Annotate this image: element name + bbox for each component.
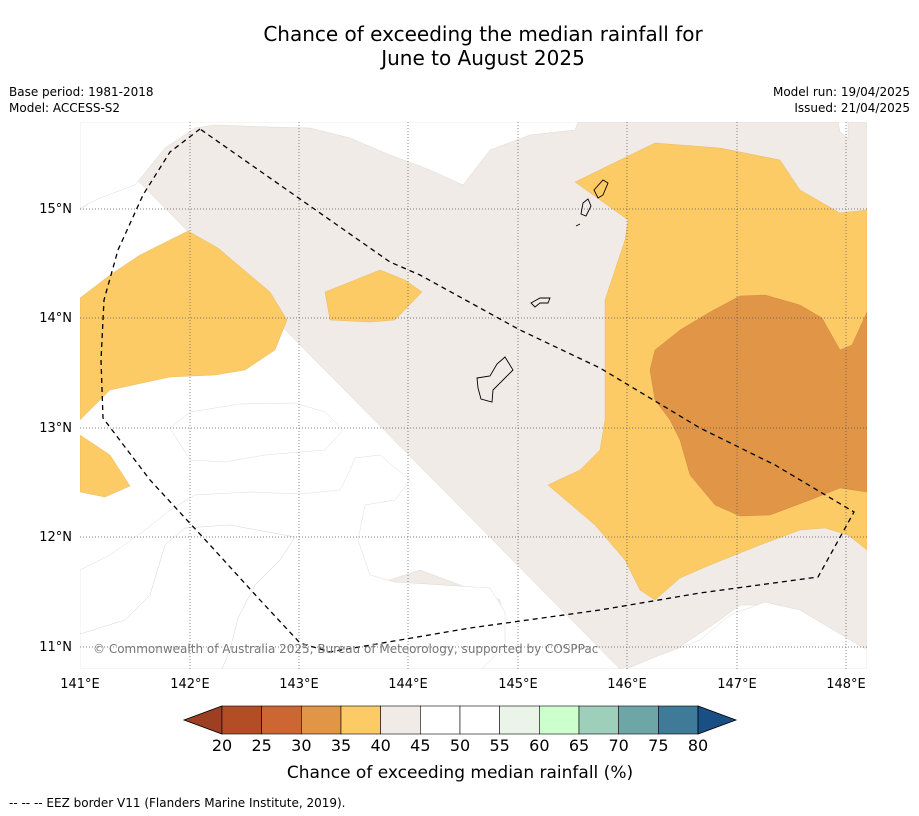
rainfall-map: © Commonwealth of Australia 2025, Bureau… xyxy=(39,122,867,783)
meta-right: Model run: 19/04/2025 Issued: 21/04/2025 xyxy=(773,84,910,116)
colorbar-under-arrow xyxy=(182,705,223,735)
graticule xyxy=(80,122,867,669)
lon-labels: 141°E 142°E 143°E 144°E 145°E 146°E 147°… xyxy=(60,677,866,692)
model-text: Model: ACCESS-S2 xyxy=(9,101,121,115)
lon-label: 142°E xyxy=(170,677,210,692)
band-45-55-bottomright xyxy=(625,601,867,669)
eez-footnote: -- -- -- EEZ border V11 (Flanders Marine… xyxy=(9,796,346,810)
colorbar-tick-label: 30 xyxy=(291,736,311,755)
band-45-55-topright xyxy=(837,122,849,139)
title-line-2: June to August 2025 xyxy=(381,46,585,70)
colorbar-tick-label: 60 xyxy=(529,736,549,755)
colorbar: 20 25 30 35 40 45 50 55 60 65 70 75 80 xyxy=(182,705,738,755)
lat-labels: 15°N 14°N 13°N 12°N 11°N xyxy=(39,202,72,655)
colorbar-swatch xyxy=(499,705,540,735)
eez-border xyxy=(100,128,855,653)
colorbar-swatch xyxy=(261,705,302,735)
colorbar-swatch xyxy=(539,705,580,735)
lon-label: 141°E xyxy=(60,677,100,692)
colorbar-tick-label: 75 xyxy=(648,736,668,755)
lat-label: 13°N xyxy=(39,421,72,436)
lon-label: 146°E xyxy=(607,677,647,692)
lat-label: 12°N xyxy=(39,530,72,545)
band-35-40-west xyxy=(80,230,288,421)
island-aguijan xyxy=(575,223,581,227)
colorbar-tick-label: 70 xyxy=(608,736,628,755)
band-40-45-top-ridge xyxy=(80,122,579,209)
colorbar-label: Chance of exceeding median rainfall (%) xyxy=(287,763,633,783)
chart-title: Chance of exceeding the median rainfall … xyxy=(0,22,919,70)
colorbar-tick-label: 50 xyxy=(450,736,470,755)
band-35-40-center xyxy=(324,269,423,323)
lon-label: 147°E xyxy=(717,677,757,692)
islands xyxy=(476,179,609,403)
lon-label: 144°E xyxy=(388,677,428,692)
lon-label: 148°E xyxy=(826,677,866,692)
colorbar-over-arrow xyxy=(697,705,738,735)
lat-label: 14°N xyxy=(39,311,72,326)
colorbar-swatch xyxy=(380,705,421,735)
colorbar-swatch xyxy=(459,705,500,735)
colorbar-tick-label: 40 xyxy=(370,736,390,755)
colorbar-swatch xyxy=(301,705,342,735)
band-35-40-southwest xyxy=(80,434,131,498)
band-45-55-mid xyxy=(169,402,344,463)
map-area: © Commonwealth of Australia 2025, Bureau… xyxy=(80,122,867,669)
island-saipan xyxy=(593,179,609,199)
colorbar-tick-label: 55 xyxy=(489,736,509,755)
meta-left: Base period: 1981-2018 Model: ACCESS-S2 xyxy=(9,84,154,116)
island-rota xyxy=(530,297,551,308)
colorbar-swatch xyxy=(618,705,659,735)
colorbar-swatch xyxy=(578,705,619,735)
colorbar-swatch xyxy=(658,705,699,735)
title-line-1: Chance of exceeding the median rainfall … xyxy=(263,22,703,46)
band-45-55-south xyxy=(80,454,506,669)
colorbar-tick-label: 20 xyxy=(212,736,232,755)
colorbar-tick-label: 25 xyxy=(251,736,271,755)
lon-label: 145°E xyxy=(498,677,538,692)
lat-label: 15°N xyxy=(39,202,72,217)
colorbar-swatch xyxy=(221,705,262,735)
colorbar-tick-label: 45 xyxy=(410,736,430,755)
island-guam xyxy=(476,356,514,403)
copyright-text: © Commonwealth of Australia 2025, Bureau… xyxy=(93,642,598,656)
colorbar-tick-label: 65 xyxy=(569,736,589,755)
island-tinian xyxy=(580,198,592,217)
colorbar-tick-label: 80 xyxy=(688,736,708,755)
colorbar-tick-label: 35 xyxy=(331,736,351,755)
issued-text: Issued: 21/04/2025 xyxy=(794,101,910,115)
base-period-text: Base period: 1981-2018 xyxy=(9,85,154,99)
lon-label: 143°E xyxy=(279,677,319,692)
colorbar-swatch xyxy=(340,705,381,735)
contour-inner-a xyxy=(80,524,296,669)
lat-label: 11°N xyxy=(39,640,72,655)
colorbar-swatch xyxy=(420,705,461,735)
model-run-text: Model run: 19/04/2025 xyxy=(772,85,910,99)
band-30-35 xyxy=(649,294,867,517)
